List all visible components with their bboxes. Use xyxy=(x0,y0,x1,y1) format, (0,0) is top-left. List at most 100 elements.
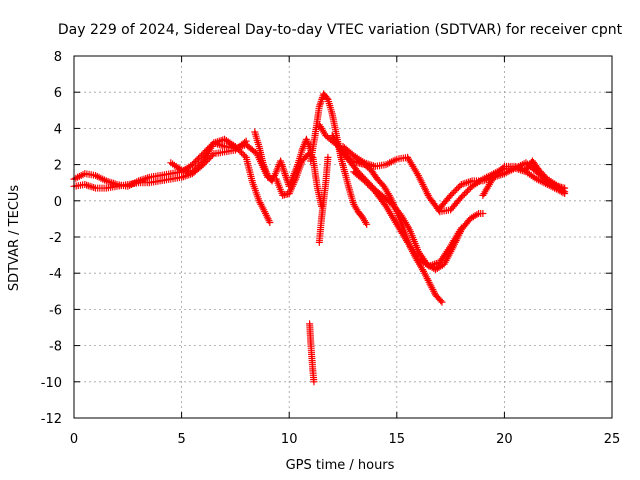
data-point xyxy=(468,217,471,220)
data-point xyxy=(305,138,308,141)
data-point xyxy=(320,217,323,220)
y-tick-label: 6 xyxy=(54,86,62,101)
series-arc-3 xyxy=(167,135,274,227)
data-layer xyxy=(70,90,569,386)
data-point xyxy=(94,174,97,177)
data-point xyxy=(324,181,327,184)
data-point xyxy=(524,169,527,172)
y-axis-label: SDTVAR / TECUs xyxy=(7,185,22,292)
data-point xyxy=(471,185,474,188)
data-point xyxy=(352,203,355,206)
data-point xyxy=(417,257,420,260)
series-arc-5 xyxy=(272,150,325,210)
x-axis-label: GPS time / hours xyxy=(286,458,395,473)
x-tick-label: 20 xyxy=(496,432,513,447)
data-point xyxy=(326,156,329,159)
data-point xyxy=(449,194,452,197)
data-point xyxy=(191,170,194,173)
grid-layer xyxy=(74,56,612,418)
data-point xyxy=(116,185,119,188)
data-point xyxy=(357,210,360,213)
series-arc-13 xyxy=(315,153,332,246)
y-tick-label: -12 xyxy=(41,412,62,427)
data-point xyxy=(310,355,313,358)
data-point xyxy=(105,187,108,190)
data-point xyxy=(385,205,388,208)
data-point xyxy=(255,152,258,155)
data-point xyxy=(428,281,431,284)
data-point xyxy=(339,149,342,152)
data-point xyxy=(212,152,215,155)
data-point xyxy=(270,179,273,182)
data-point xyxy=(428,196,431,199)
data-point xyxy=(264,212,267,215)
data-point xyxy=(309,159,312,162)
data-point xyxy=(344,172,347,175)
data-point xyxy=(428,264,431,267)
data-point xyxy=(335,134,338,137)
data-point xyxy=(443,263,446,266)
data-point xyxy=(339,156,342,159)
data-point xyxy=(417,174,420,177)
data-point xyxy=(382,185,385,188)
data-point xyxy=(137,181,140,184)
data-point xyxy=(557,185,560,188)
y-tick-label: -4 xyxy=(49,267,62,282)
data-point xyxy=(180,176,183,179)
data-point xyxy=(537,169,540,172)
data-point xyxy=(159,174,162,177)
data-point xyxy=(251,181,254,184)
y-tick-label: 8 xyxy=(54,50,62,65)
data-point xyxy=(352,154,355,157)
y-tick-label: -2 xyxy=(49,231,62,246)
data-point xyxy=(266,174,269,177)
data-point xyxy=(314,134,317,137)
data-point xyxy=(460,196,463,199)
data-point xyxy=(318,241,321,244)
series-arc-14 xyxy=(306,320,318,386)
data-point xyxy=(449,208,452,211)
data-point xyxy=(301,149,304,152)
data-point xyxy=(318,123,321,126)
data-point xyxy=(159,179,162,182)
data-point xyxy=(391,203,394,206)
data-point xyxy=(503,172,506,175)
data-point xyxy=(169,172,172,175)
series-arc-10 xyxy=(350,168,465,270)
data-point xyxy=(331,134,334,137)
data-point xyxy=(389,196,392,199)
data-point xyxy=(245,140,248,143)
data-point xyxy=(234,145,237,148)
data-point xyxy=(312,380,315,383)
data-point xyxy=(546,178,549,181)
data-point xyxy=(421,268,424,271)
data-point xyxy=(460,226,463,229)
data-point xyxy=(514,165,517,168)
data-point xyxy=(326,98,329,101)
data-point xyxy=(180,169,183,172)
data-point xyxy=(385,163,388,166)
x-tick-label: 0 xyxy=(70,432,78,447)
data-point xyxy=(348,159,351,162)
data-point xyxy=(417,250,420,253)
series-arc-6 xyxy=(307,90,371,228)
data-point xyxy=(268,221,271,224)
data-point xyxy=(212,141,215,144)
data-point xyxy=(202,159,205,162)
data-point xyxy=(363,161,366,164)
y-tick-label: 2 xyxy=(54,159,62,174)
data-point xyxy=(294,178,297,181)
data-point xyxy=(223,138,226,141)
data-point xyxy=(316,185,319,188)
data-point xyxy=(322,199,325,202)
data-point xyxy=(283,172,286,175)
data-point xyxy=(281,194,284,197)
data-point xyxy=(309,340,312,343)
data-point xyxy=(288,192,291,195)
data-point xyxy=(301,159,304,162)
data-point xyxy=(324,134,327,137)
x-tick-label: 15 xyxy=(389,432,406,447)
data-point xyxy=(275,178,278,181)
data-point xyxy=(395,158,398,161)
